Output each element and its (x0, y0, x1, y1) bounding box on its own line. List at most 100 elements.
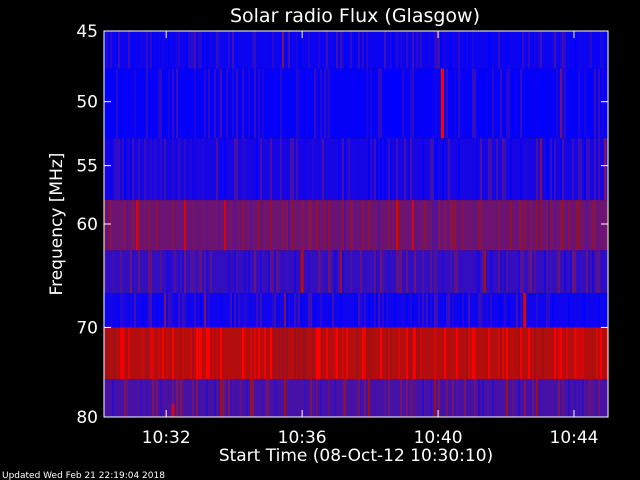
heatmap-cell (206, 379, 208, 417)
heatmap-cell (342, 327, 344, 380)
heatmap-cell (594, 138, 596, 201)
heatmap-cell (590, 68, 592, 139)
heatmap-cell (530, 250, 532, 294)
heatmap-cell (604, 200, 606, 251)
heatmap-cell (592, 379, 594, 417)
heatmap-cell (224, 138, 226, 201)
heatmap-cell (146, 327, 148, 380)
heatmap-cell (172, 200, 174, 251)
heatmap-cell (198, 200, 200, 251)
heatmap-cell (222, 379, 224, 417)
heatmap-cell (394, 327, 396, 380)
heatmap-cell (308, 200, 310, 251)
heatmap-cell (506, 379, 508, 417)
heatmap-cell (518, 327, 520, 380)
heatmap-cell (438, 31, 440, 69)
heatmap-cell (536, 200, 538, 251)
heatmap-cell (474, 379, 476, 417)
heatmap-cell (152, 293, 154, 328)
heatmap-cell (284, 293, 286, 328)
heatmap-cell (250, 200, 252, 251)
heatmap-cell (456, 379, 458, 417)
heatmap-cell (402, 68, 404, 139)
heatmap-cell (436, 250, 438, 294)
heatmap-cell (164, 68, 166, 139)
heatmap-cell (578, 250, 580, 294)
heatmap-cell (452, 379, 454, 417)
heatmap-cell (490, 31, 492, 69)
heatmap-cell (314, 68, 316, 139)
heatmap-cell (574, 31, 576, 69)
heatmap-cell (176, 68, 178, 139)
heatmap-cell (520, 327, 522, 380)
heatmap-cell (216, 379, 218, 417)
burst-mark-4 (317, 327, 321, 380)
heatmap-cell (530, 31, 532, 69)
heatmap-cell (270, 200, 272, 251)
heatmap-cell (300, 68, 302, 139)
heatmap-cell (270, 138, 272, 201)
heatmap-cell (336, 31, 338, 69)
heatmap-cell (322, 250, 324, 294)
heatmap-cell (500, 68, 502, 139)
heatmap-cell (568, 200, 570, 251)
heatmap-cell (252, 379, 254, 417)
heatmap-cell (190, 31, 192, 69)
heatmap-cell (298, 293, 300, 328)
heatmap-cell (342, 31, 344, 69)
heatmap-cell (114, 379, 116, 417)
heatmap-cell (416, 327, 418, 380)
heatmap-cell (562, 138, 564, 201)
heatmap-cell (492, 250, 494, 294)
heatmap-cell (296, 293, 298, 328)
heatmap-cell (178, 31, 180, 69)
heatmap-cell (230, 379, 232, 417)
heatmap-cell (286, 293, 288, 328)
heatmap-cell (518, 250, 520, 294)
heatmap-cell (170, 200, 172, 251)
heatmap-cell (572, 293, 574, 328)
heatmap-cell (582, 293, 584, 328)
heatmap-cell (464, 379, 466, 417)
heatmap-cell (368, 293, 370, 328)
heatmap-cell (204, 250, 206, 294)
heatmap-cell (320, 379, 322, 417)
heatmap-cell (430, 250, 432, 294)
heatmap-cell (558, 327, 560, 380)
heatmap-cell (382, 250, 384, 294)
heatmap-cell (194, 31, 196, 69)
heatmap-cell (274, 250, 276, 294)
heatmap-cell (470, 327, 472, 380)
heatmap-cell (268, 250, 270, 294)
heatmap-cell (148, 293, 150, 328)
heatmap-cell (396, 327, 398, 380)
heatmap-cell (276, 379, 278, 417)
heatmap-cell (216, 327, 218, 380)
heatmap-cell (326, 31, 328, 69)
heatmap-cell (476, 138, 478, 201)
heatmap-cell (354, 293, 356, 328)
heatmap-cell (326, 68, 328, 139)
heatmap-cell (152, 327, 154, 380)
heatmap-cell (498, 31, 500, 69)
heatmap-cell (442, 138, 444, 201)
heatmap-cell (208, 293, 210, 328)
heatmap-cell (384, 31, 386, 69)
heatmap-cell (362, 200, 364, 251)
heatmap-cell (516, 200, 518, 251)
heatmap-cell (504, 250, 506, 294)
heatmap-cell (588, 250, 590, 294)
heatmap-cell (506, 327, 508, 380)
heatmap-cell (268, 379, 270, 417)
heatmap-cell (576, 31, 578, 69)
heatmap-cell (546, 138, 548, 201)
heatmap-cell (232, 31, 234, 69)
heatmap-cell (390, 200, 392, 251)
heatmap-cell (518, 293, 520, 328)
heatmap-cell (262, 68, 264, 139)
heatmap-cell (224, 68, 226, 139)
heatmap-cell (418, 293, 420, 328)
heatmap-cell (458, 138, 460, 201)
heatmap-cell (428, 68, 430, 139)
heatmap-cell (410, 68, 412, 139)
